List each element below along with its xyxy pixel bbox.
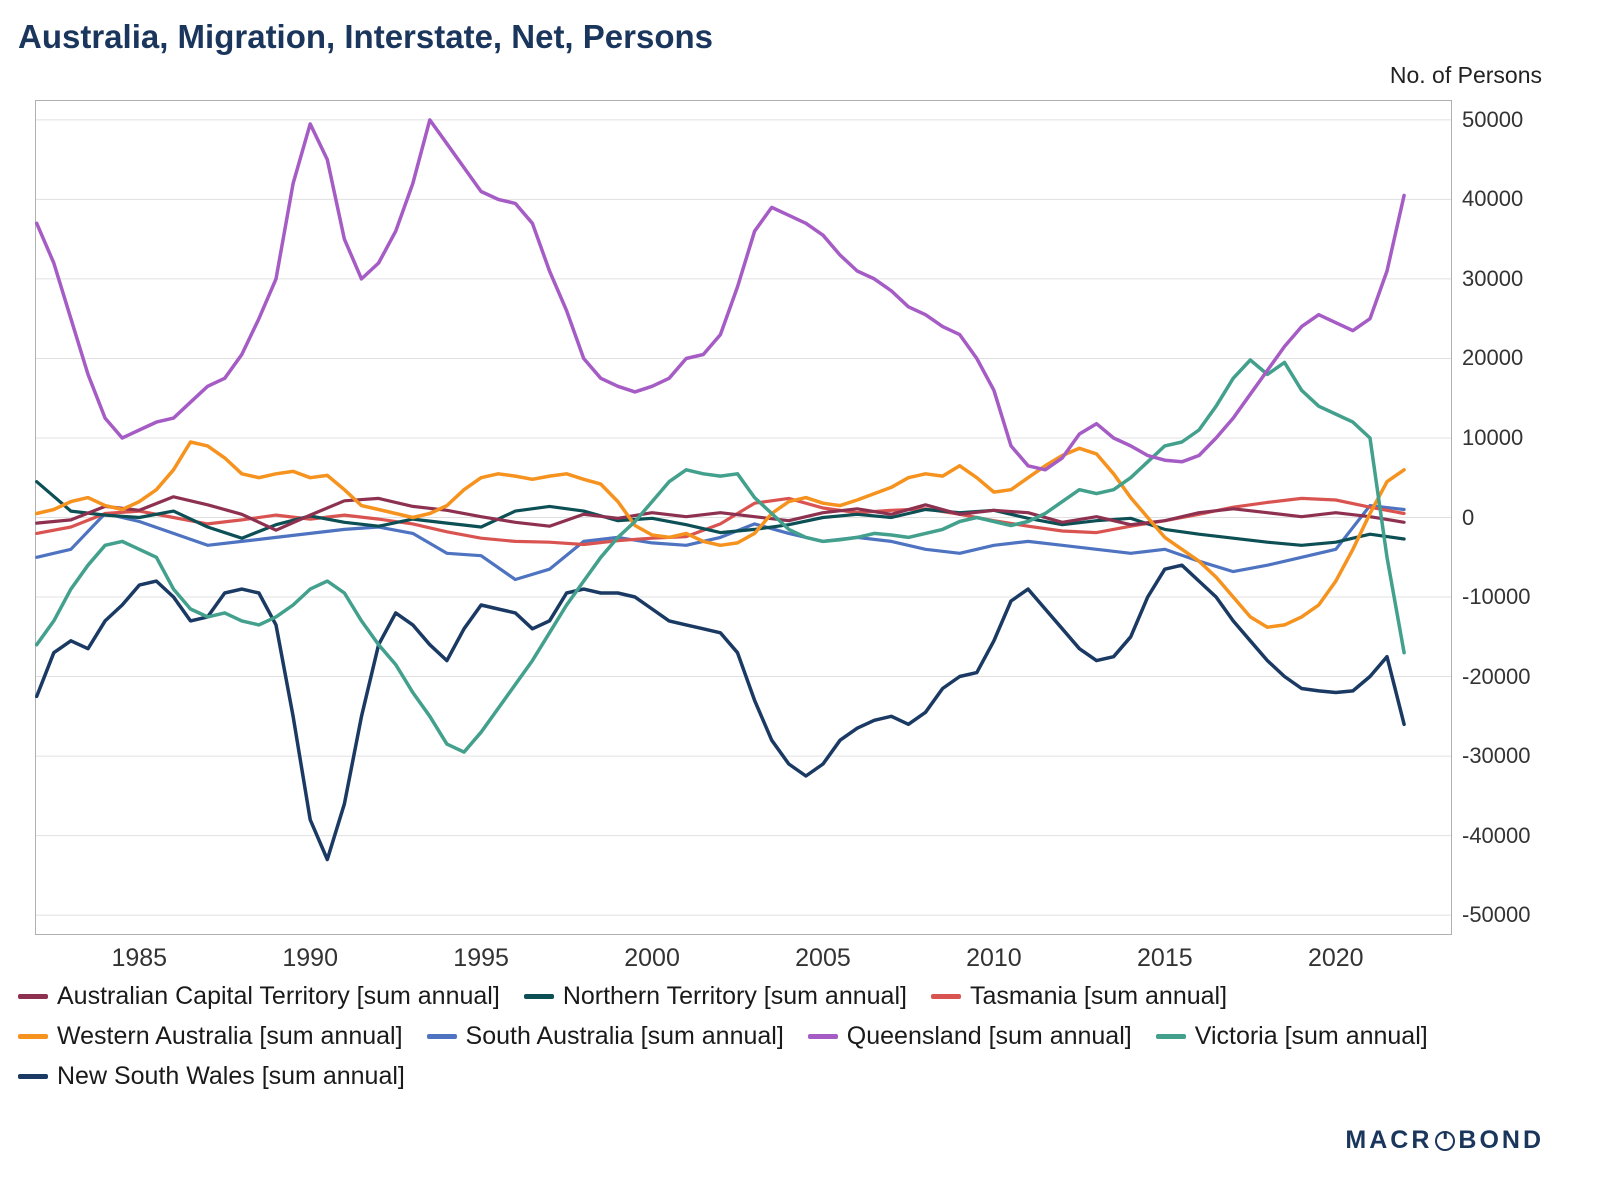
logo-text-post: BOND: [1458, 1126, 1544, 1154]
legend-label: Western Australia [sum annual]: [57, 1021, 403, 1050]
legend-dash-icon: [18, 1033, 48, 1039]
y-axis-labels: 50000 40000 30000 20000 10000 0 -10000 -20000 -3…: [1462, 100, 1597, 935]
x-tick-label: 2000: [624, 944, 680, 972]
x-tick-label: 1990: [282, 944, 338, 972]
series-line-nsw: [35, 563, 1406, 862]
logo-o-icon: [1435, 1130, 1456, 1151]
legend-item-qld: Queensland [sum annual]: [807, 1021, 1132, 1051]
y-tick-label: 30000: [1462, 265, 1524, 291]
legend-dash-icon: [426, 1033, 457, 1039]
series-line-sa: [35, 504, 1406, 582]
legend-label: Australian Capital Territory [sum annual…: [57, 981, 500, 1010]
legend-dash-icon: [523, 993, 554, 999]
y-axis-title: No. of Persons: [1389, 62, 1542, 88]
y-tick-label: 40000: [1462, 186, 1524, 212]
legend-label: South Australia [sum annual]: [465, 1021, 784, 1050]
x-tick-label: 2005: [795, 944, 851, 972]
legend-item-tas: Tasmania [sum annual]: [930, 981, 1228, 1011]
y-tick-label: -40000: [1462, 822, 1531, 848]
legend-item-nsw: New South Wales [sum annual]: [18, 1062, 405, 1091]
y-tick-label: 0: [1462, 504, 1475, 530]
legend-item-act: Australian Capital Territory [sum annual…: [18, 982, 500, 1011]
series-line-act: [35, 495, 1406, 532]
legend-item-wa: Western Australia [sum annual]: [18, 1022, 403, 1051]
legend: Australian Capital Territory [sum annual…: [18, 976, 1428, 1096]
y-tick-label: -30000: [1462, 743, 1531, 769]
logo-text-pre: MACR: [1345, 1126, 1433, 1154]
legend-item-sa: South Australia [sum annual]: [426, 1021, 784, 1051]
legend-label: New South Wales [sum annual]: [57, 1061, 405, 1090]
legend-label: Victoria [sum annual]: [1194, 1021, 1428, 1050]
legend-dash-icon: [807, 1033, 838, 1039]
plot-area: [35, 100, 1452, 935]
legend-row: Australian Capital Territory [sum annual…: [18, 976, 1428, 1016]
legend-dash-icon: [18, 993, 48, 999]
x-tick-label: 2010: [966, 944, 1022, 972]
legend-row: New South Wales [sum annual]: [18, 1056, 1428, 1096]
y-tick-label: 10000: [1462, 424, 1524, 450]
legend-row: Western Australia [sum annual] South Aust…: [18, 1016, 1428, 1056]
series-line-vic: [35, 358, 1406, 754]
y-tick-label: 50000: [1462, 106, 1524, 132]
legend-label: Queensland [sum annual]: [846, 1021, 1132, 1050]
legend-item-vic: Victoria [sum annual]: [1155, 1021, 1428, 1051]
x-tick-label: 2015: [1137, 944, 1193, 972]
x-axis-labels: 1985 1990 1995 2000 2005 2010 2015 2020: [35, 944, 1452, 976]
x-tick-label: 1985: [111, 944, 168, 972]
macrobond-logo: MACR BOND: [1345, 1126, 1544, 1155]
series-line-qld: [35, 118, 1406, 472]
legend-dash-icon: [1155, 1033, 1186, 1039]
x-tick-label: 1995: [453, 944, 509, 972]
legend-label: Tasmania [sum annual]: [969, 981, 1228, 1010]
series-line-wa: [35, 440, 1406, 629]
legend-item-nt: Northern Territory [sum annual]: [523, 981, 907, 1011]
chart-title: Australia, Migration, Interstate, Net, P…: [18, 18, 713, 55]
y-tick-label: -10000: [1462, 584, 1531, 610]
x-tick-label: 2020: [1307, 944, 1364, 972]
y-tick-label: 20000: [1462, 345, 1524, 371]
y-tick-label: -20000: [1462, 663, 1531, 689]
legend-dash-icon: [930, 993, 961, 999]
y-tick-label: -50000: [1462, 902, 1531, 928]
series-line-nt: [35, 480, 1406, 547]
legend-label: Northern Territory [sum annual]: [562, 981, 907, 1010]
legend-dash-icon: [18, 1073, 48, 1079]
plot-border: [35, 100, 1452, 935]
